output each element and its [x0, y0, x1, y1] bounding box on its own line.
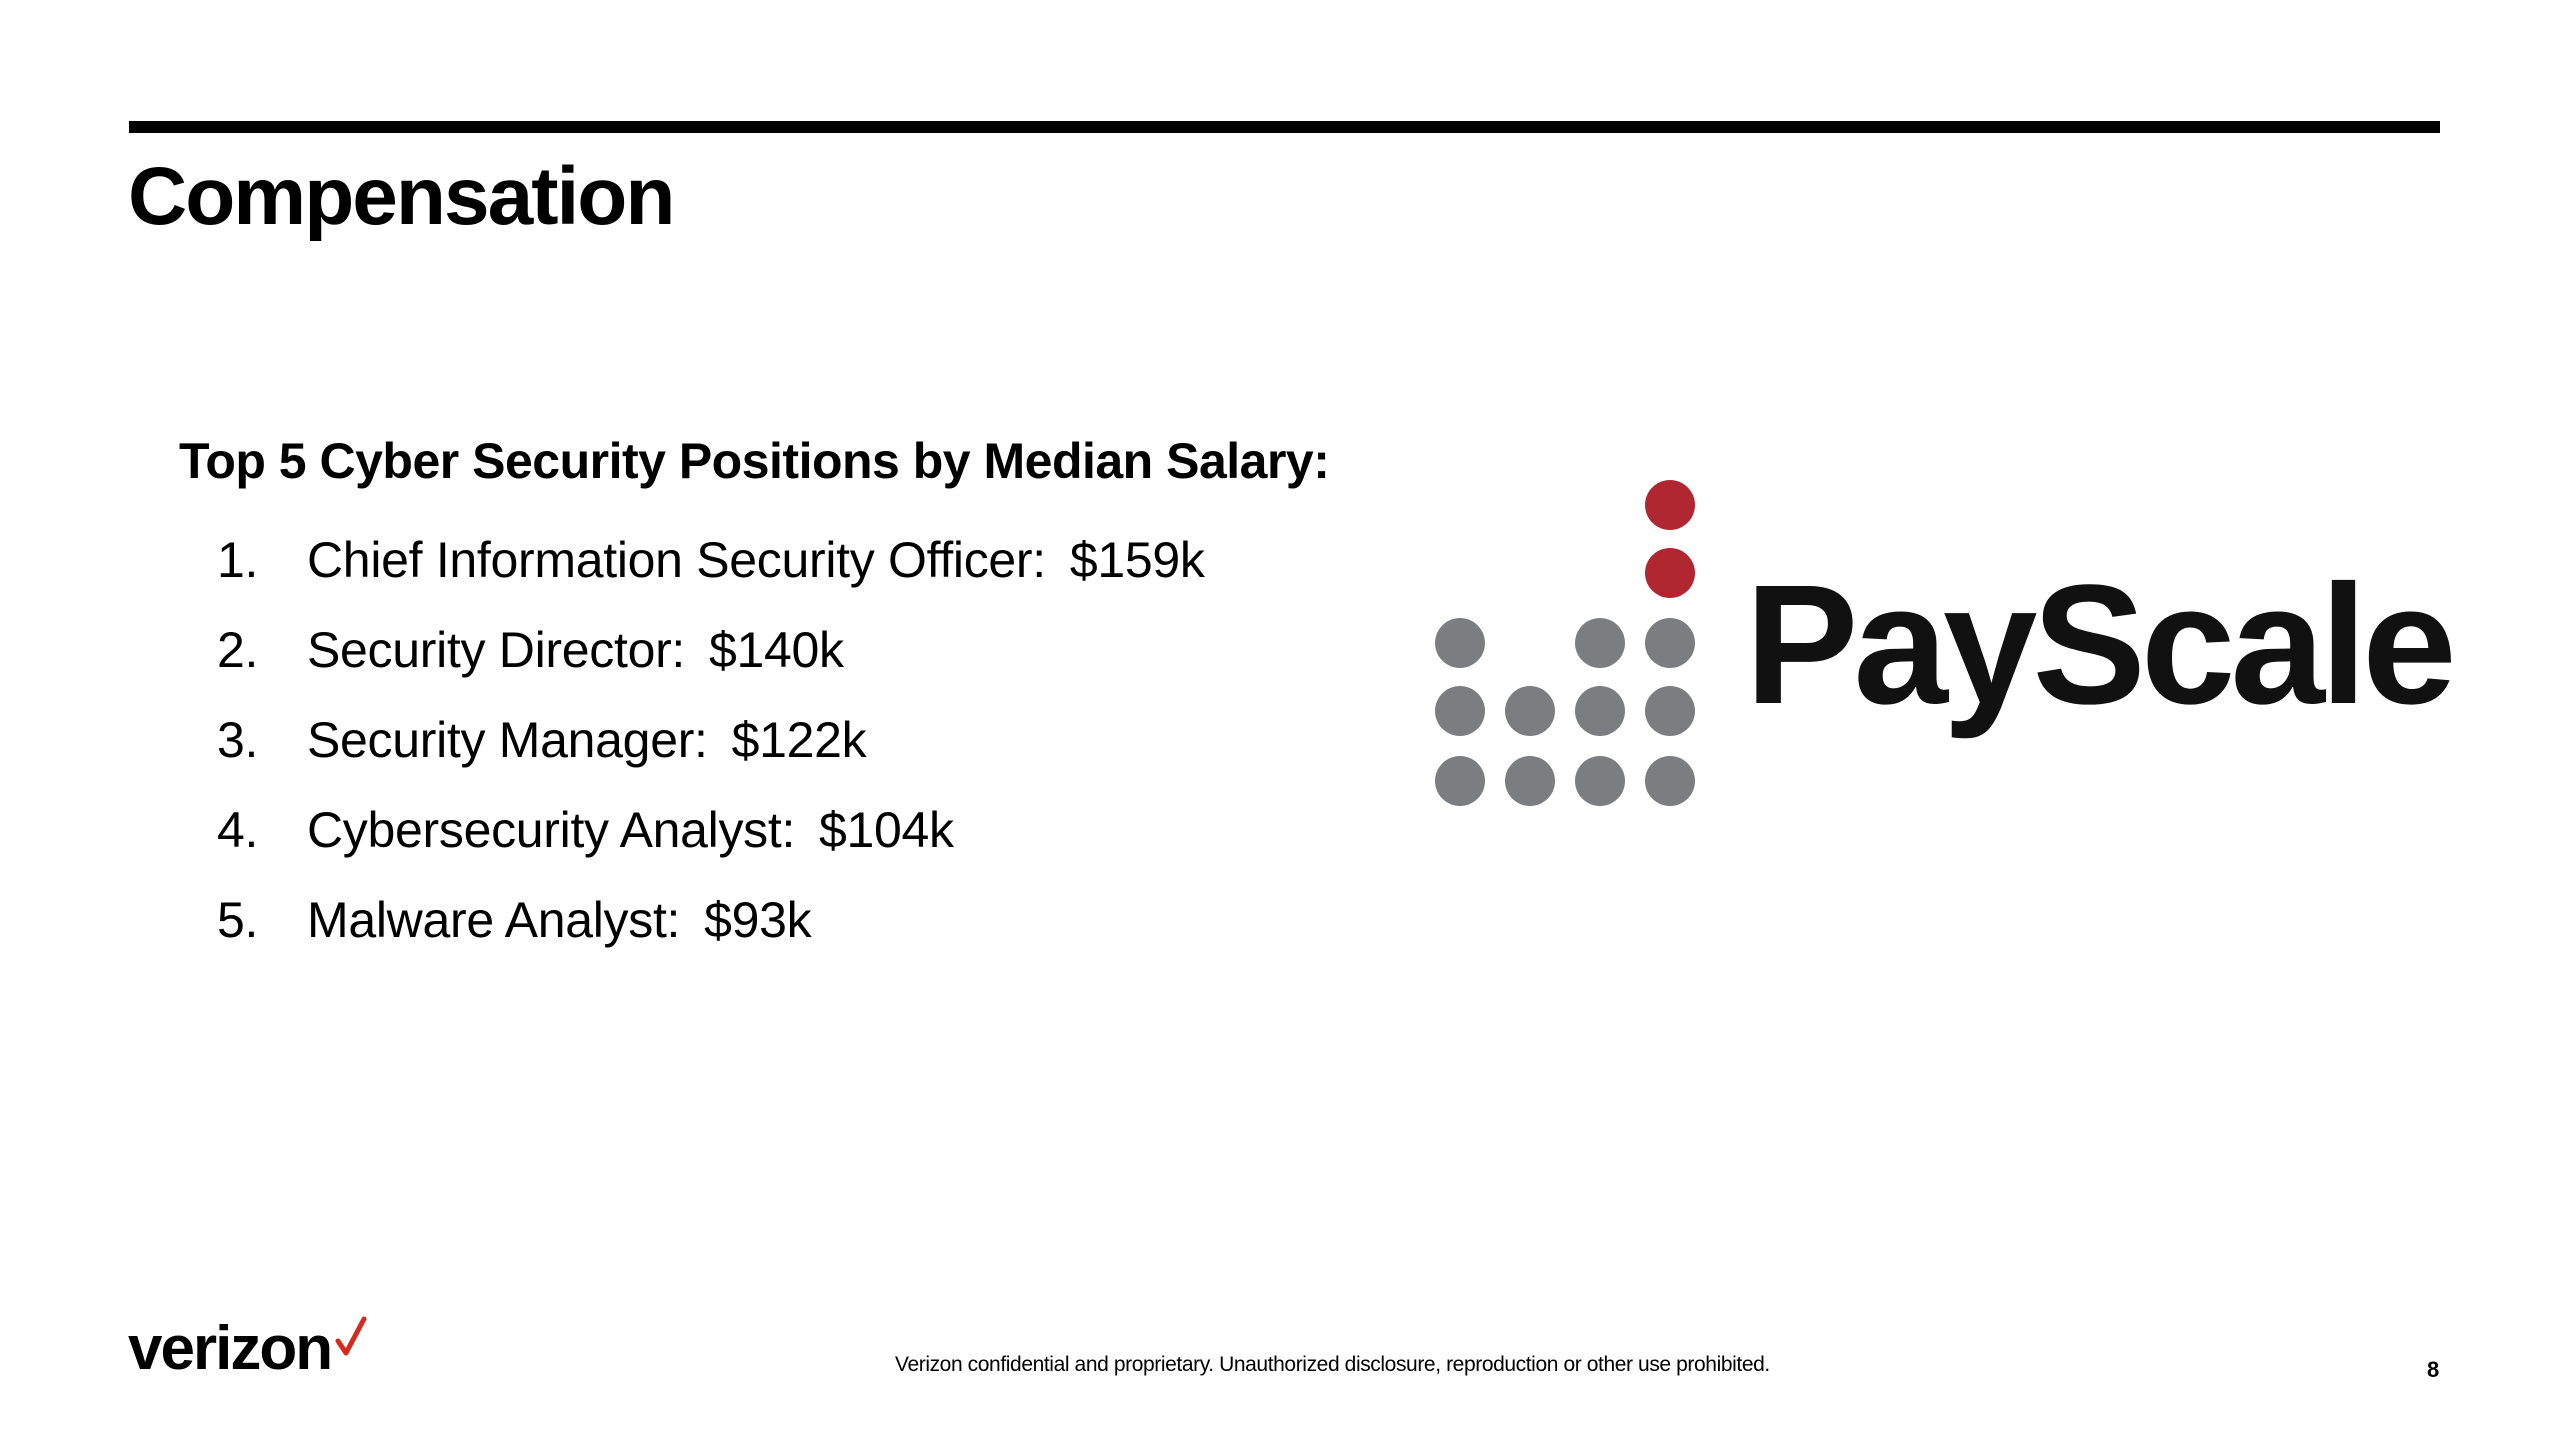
position-salary: $93k — [704, 892, 812, 948]
position-number: 5. — [217, 892, 259, 948]
page-number: 8 — [2427, 1357, 2440, 1382]
position-title: Cybersecurity Analyst: — [307, 802, 796, 858]
verizon-wordmark: verizon — [128, 1314, 333, 1383]
gray-dot — [1435, 756, 1485, 806]
position-number: 4. — [217, 802, 259, 858]
gray-dot — [1575, 618, 1625, 668]
gray-dot — [1505, 686, 1555, 736]
position-title: Chief Information Security Officer: — [307, 532, 1046, 588]
position-number: 1. — [217, 532, 259, 588]
payscale-logo: PayScale — [1425, 480, 2457, 820]
salary-position-item: 4. Cybersecurity Analyst: $104k — [179, 785, 1439, 875]
salary-position-item: 1. Chief Information Security Officer: $… — [179, 515, 1439, 605]
checkmark-icon — [335, 1316, 367, 1356]
gray-dot — [1645, 756, 1695, 806]
gray-dot — [1435, 618, 1485, 668]
gray-dot — [1575, 686, 1625, 736]
gray-dot — [1645, 686, 1695, 736]
position-number: 3. — [217, 712, 259, 768]
position-salary: $122k — [731, 712, 867, 768]
position-salary: $104k — [819, 802, 954, 858]
salary-list-section: Top 5 Cyber Security Positions by Median… — [179, 425, 1439, 965]
verizon-logo: verizon — [128, 1315, 393, 1380]
slide-title: Compensation — [128, 151, 675, 242]
position-number: 2. — [217, 622, 259, 678]
gray-dot — [1435, 686, 1485, 736]
gray-dot — [1575, 756, 1625, 806]
position-salary: $140k — [709, 622, 844, 678]
gray-dot — [1645, 618, 1695, 668]
salary-position-item: 2. Security Director: $140k — [179, 605, 1439, 695]
salary-position-item: 5. Malware Analyst: $93k — [179, 875, 1439, 965]
header-rule — [129, 121, 2440, 133]
position-salary: $159k — [1069, 532, 1205, 588]
confidentiality-notice: Verizon confidential and proprietary. Un… — [895, 1353, 1770, 1376]
payscale-dot-grid — [1425, 480, 1695, 820]
position-title: Malware Analyst: — [307, 892, 681, 948]
red-dot — [1645, 548, 1695, 598]
position-title: Security Manager: — [307, 712, 708, 768]
payscale-wordmark: PayScale — [1745, 550, 2457, 740]
position-title: Security Director: — [307, 622, 686, 678]
salary-position-list: 1. Chief Information Security Officer: $… — [179, 515, 1439, 965]
salary-position-item: 3. Security Manager: $122k — [179, 695, 1439, 785]
red-dot — [1645, 480, 1695, 530]
salary-list-heading: Top 5 Cyber Security Positions by Median… — [179, 433, 1330, 489]
gray-dot — [1505, 756, 1555, 806]
